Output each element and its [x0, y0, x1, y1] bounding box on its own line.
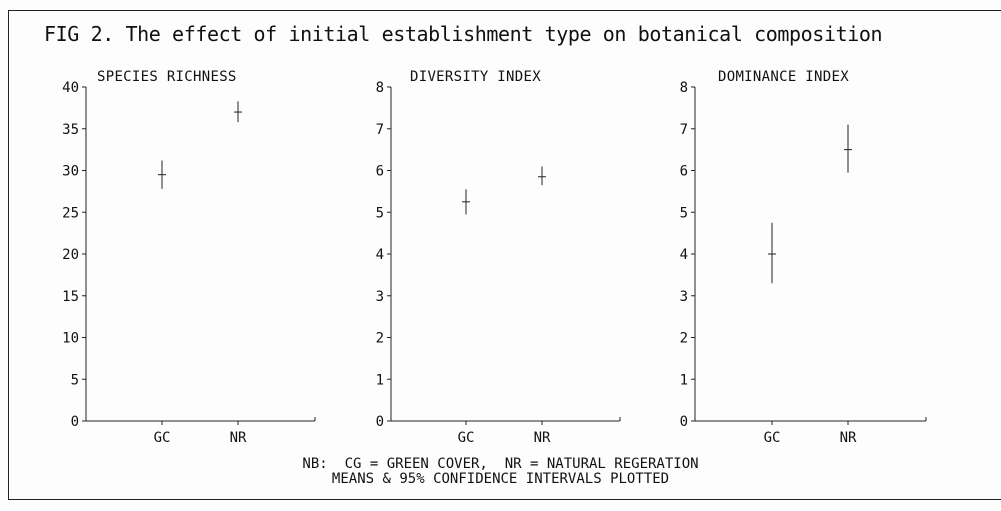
y-tick-label: 5 [680, 205, 688, 221]
y-tick-label: 2 [680, 331, 688, 347]
y-tick-label: 35 [62, 122, 79, 138]
y-tick-label: 5 [376, 205, 384, 221]
y-tick-label: 10 [62, 331, 79, 347]
x-tick-label: NR [840, 430, 857, 446]
y-tick-label: 4 [680, 247, 688, 263]
y-tick-label: 0 [71, 414, 79, 430]
y-tick-label: 20 [62, 247, 79, 263]
y-tick-label: 1 [680, 372, 688, 388]
y-tick-label: 8 [680, 80, 688, 96]
y-tick-label: 5 [71, 372, 79, 388]
x-tick-label: GC [764, 430, 781, 446]
y-tick-label: 0 [376, 414, 384, 430]
y-tick-label: 1 [376, 372, 384, 388]
y-tick-label: 3 [376, 289, 384, 305]
x-tick-label: GC [458, 430, 475, 446]
legend-note-abbreviations: NB: CG = GREEN COVER, NR = NATURAL REGER… [302, 456, 699, 472]
y-tick-label: 0 [680, 414, 688, 430]
x-tick-label: NR [230, 430, 247, 446]
y-tick-label: 25 [62, 205, 79, 221]
y-tick-label: 3 [680, 289, 688, 305]
panel-title: SPECIES RICHNESS [97, 69, 237, 85]
y-tick-label: 7 [680, 122, 688, 138]
figure-frame [8, 10, 1001, 500]
y-tick-label: 40 [62, 80, 79, 96]
panel-title: DIVERSITY INDEX [410, 69, 541, 85]
y-tick-label: 4 [376, 247, 384, 263]
x-tick-label: NR [534, 430, 551, 446]
x-tick-label: GC [154, 430, 171, 446]
y-tick-label: 8 [376, 80, 384, 96]
figure-title: FIG 2. The effect of initial establishme… [44, 22, 883, 46]
y-tick-label: 7 [376, 122, 384, 138]
y-tick-label: 6 [376, 164, 384, 180]
panel-title: DOMINANCE INDEX [718, 69, 849, 85]
legend-note-method: MEANS & 95% CONFIDENCE INTERVALS PLOTTED [331, 471, 670, 487]
y-tick-label: 30 [62, 164, 79, 180]
y-tick-label: 6 [680, 164, 688, 180]
y-tick-label: 15 [62, 289, 79, 305]
y-tick-label: 2 [376, 331, 384, 347]
